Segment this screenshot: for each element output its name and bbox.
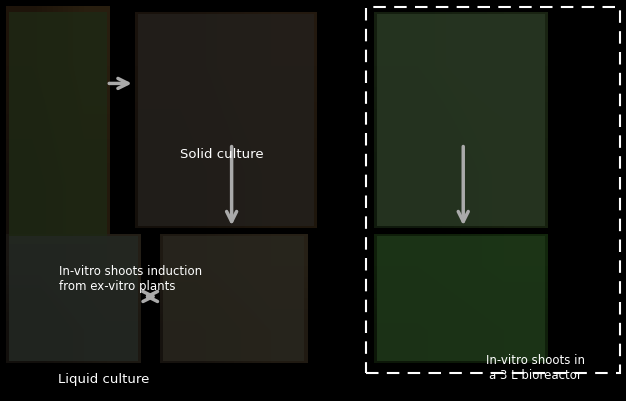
Text: In-vitro shoots in
a 3 L bioreactor: In-vitro shoots in a 3 L bioreactor (486, 353, 585, 381)
Text: Solid culture: Solid culture (180, 148, 264, 161)
Text: Liquid culture: Liquid culture (58, 373, 149, 385)
Bar (366, 8, 620, 373)
Text: In-vitro shoots induction
from ex-vitro plants: In-vitro shoots induction from ex-vitro … (59, 265, 203, 293)
